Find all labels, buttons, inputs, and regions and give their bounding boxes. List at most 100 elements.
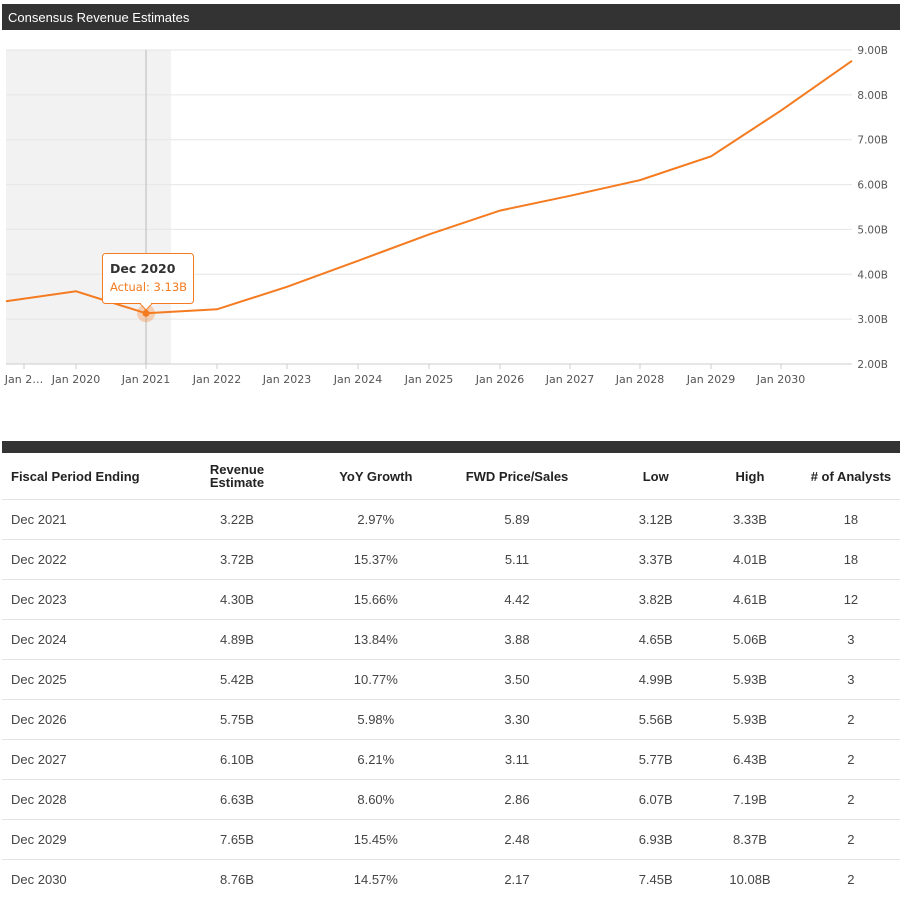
period-cell: Dec 2024: [2, 619, 144, 660]
column-header[interactable]: Revenue Estimate: [143, 453, 331, 500]
value-cell: 6.63B: [143, 779, 331, 820]
value-cell: 4.99B: [613, 659, 699, 700]
value-cell: 15.37%: [330, 539, 421, 580]
value-cell: 3.82B: [613, 579, 699, 620]
value-cell: 6.43B: [698, 739, 802, 780]
value-cell: 4.89B: [143, 619, 331, 660]
value-cell: 4.42: [420, 579, 614, 620]
column-header[interactable]: FWD Price/Sales: [420, 453, 614, 500]
value-cell: 7.45B: [638, 872, 673, 887]
value-cell: 3.11: [420, 739, 614, 780]
y-tick-label: 4.00B: [857, 269, 888, 281]
table-row: Dec 2021 3.22B 2.97% 5.89 3.12B 3.33B 18: [2, 499, 900, 540]
y-tick-label: 9.00B: [857, 45, 888, 57]
value-cell: 3: [801, 619, 900, 660]
column-header[interactable]: YoY Growth: [330, 453, 421, 500]
value-cell: 2: [801, 699, 900, 740]
value-cell: 7.19B: [698, 779, 802, 820]
tooltip-title: Dec 2020: [110, 261, 176, 276]
x-tick-label: Jan 2027: [545, 373, 594, 386]
x-tick-label: Jan 2028: [615, 373, 664, 386]
x-tick-label: Jan 2023: [262, 373, 311, 386]
table-header-bar: [2, 441, 900, 453]
value-cell: 5.75B: [143, 699, 331, 740]
value-cell: 6.21%: [330, 739, 421, 780]
y-tick-label: 3.00B: [857, 314, 888, 326]
value-cell: 5.42B: [143, 659, 331, 700]
revenue-line-chart[interactable]: Jan 2… Jan 2020 Jan 2021 Jan 2022 Jan 2023 Ja…: [0, 30, 902, 440]
chart-header: Consensus Revenue Estimates: [2, 4, 900, 30]
period-cell: Dec 2023: [2, 579, 144, 620]
table-row: Dec 2030 8.76B 14.57% 2.17 7.45B 10.08B 2: [2, 860, 900, 900]
x-tick-label: Jan 2026: [475, 373, 524, 386]
x-tick-label: Jan 2024: [333, 373, 382, 386]
value-cell: 5.93B: [698, 699, 802, 740]
value-cell: 3.12B: [613, 499, 699, 540]
column-header[interactable]: Fiscal Period Ending: [2, 453, 144, 500]
column-header[interactable]: High: [698, 453, 802, 500]
chart-title: Consensus Revenue Estimates: [8, 10, 190, 25]
table-row: Dec 2023 4.30B 15.66% 4.42 3.82B 4.61B 12: [2, 579, 900, 620]
value-cell: 10.08B: [729, 872, 771, 887]
value-cell: 13.84%: [330, 619, 421, 660]
value-cell: 12: [801, 579, 900, 620]
x-tick-label: Jan 2…: [4, 373, 43, 386]
value-cell: 2: [801, 739, 900, 780]
data-point[interactable]: [142, 309, 150, 317]
period-cell: Dec 2025: [2, 659, 144, 700]
period-cell: Dec 2029: [2, 819, 144, 860]
value-cell: 18: [801, 499, 900, 540]
value-cell: 6.10B: [143, 739, 331, 780]
value-cell: 2: [847, 872, 855, 887]
y-tick-label: 2.00B: [857, 359, 888, 371]
y-tick-label: 5.00B: [857, 224, 888, 236]
value-cell: 5.06B: [698, 619, 802, 660]
period-cell: Dec 2027: [2, 739, 144, 780]
value-cell: 2.17: [504, 872, 530, 887]
tooltip-value: Actual: 3.13B: [110, 280, 187, 294]
period-cell: Dec 2022: [2, 539, 144, 580]
value-cell: 3.30: [420, 699, 614, 740]
value-cell: 14.57%: [353, 872, 398, 887]
period-cell: Dec 2030: [11, 872, 67, 887]
period-cell: Dec 2028: [2, 779, 144, 820]
x-tick-label: Jan 2022: [192, 373, 241, 386]
x-tick-label: Jan 2025: [404, 373, 453, 386]
value-cell: 3.22B: [143, 499, 331, 540]
value-cell: 5.77B: [613, 739, 699, 780]
value-cell: 8.37B: [698, 819, 802, 860]
y-tick-label: 7.00B: [857, 135, 888, 147]
value-cell: 5.56B: [613, 699, 699, 740]
estimates-table: Fiscal Period Ending Revenue Estimate Yo…: [2, 453, 900, 899]
table-header-row: Fiscal Period Ending Revenue Estimate Yo…: [2, 453, 900, 500]
y-tick-label: 8.00B: [857, 90, 888, 102]
value-cell: 2: [801, 779, 900, 820]
value-cell: 6.07B: [613, 779, 699, 820]
table-row: Dec 2022 3.72B 15.37% 5.11 3.37B 4.01B 18: [2, 539, 900, 580]
value-cell: 5.11: [420, 539, 614, 580]
value-cell: 3.72B: [143, 539, 331, 580]
value-cell: 5.93B: [698, 659, 802, 700]
tooltip-pointer: [139, 303, 153, 311]
value-cell: 7.65B: [143, 819, 331, 860]
column-header[interactable]: Low: [613, 453, 699, 500]
x-tick-label: Jan 2030: [756, 373, 805, 386]
column-header[interactable]: # of Analysts: [801, 453, 900, 500]
value-cell: 4.65B: [613, 619, 699, 660]
x-tick-label: Jan 2020: [51, 373, 100, 386]
period-cell: Dec 2021: [2, 499, 144, 540]
value-cell: 4.30B: [143, 579, 331, 620]
value-cell: 3: [801, 659, 900, 700]
value-cell: 8.76B: [219, 872, 254, 887]
value-cell: 4.01B: [698, 539, 802, 580]
table-row: Dec 2027 6.10B 6.21% 3.11 5.77B 6.43B 2: [2, 739, 900, 780]
value-cell: 3.33B: [698, 499, 802, 540]
value-cell: 3.50: [420, 659, 614, 700]
x-tick-label: Jan 2021: [121, 373, 170, 386]
value-cell: 2.86: [420, 779, 614, 820]
value-cell: 5.98%: [330, 699, 421, 740]
value-cell: 3.37B: [613, 539, 699, 580]
table-row: Dec 2025 5.42B 10.77% 3.50 4.99B 5.93B 3: [2, 659, 900, 700]
x-tick-label: Jan 2029: [686, 373, 735, 386]
table-row: Dec 2028 6.63B 8.60% 2.86 6.07B 7.19B 2: [2, 779, 900, 820]
